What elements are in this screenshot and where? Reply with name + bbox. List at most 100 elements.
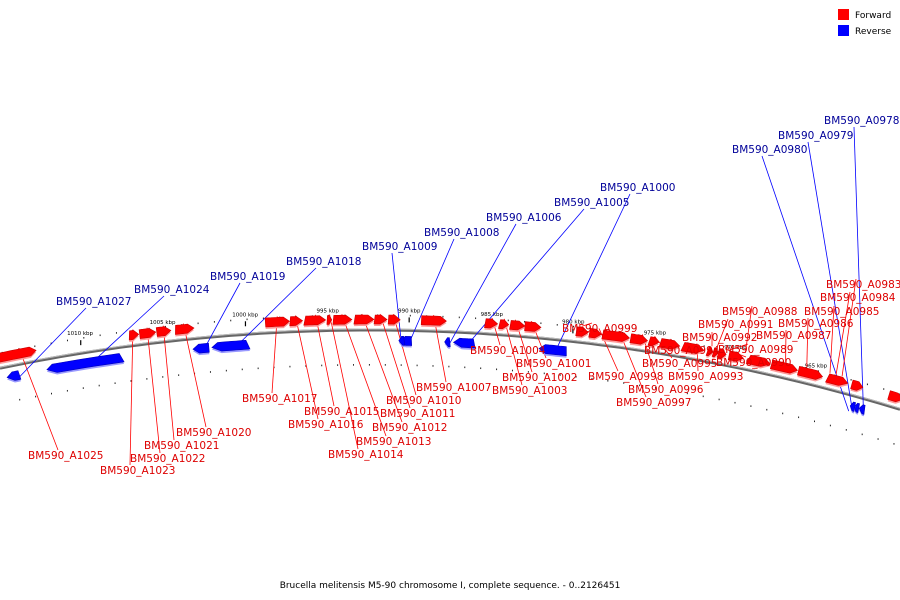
gene-arrow[interactable] — [588, 328, 602, 339]
scale-tick-label: 1000 kbp — [232, 312, 258, 318]
gene-arrow[interactable] — [211, 339, 251, 352]
gene-label[interactable]: BM590_A1020 — [176, 427, 251, 439]
gene-arrow[interactable] — [6, 370, 22, 381]
gene-label[interactable]: BM590_A1015 — [304, 406, 379, 418]
gene-label[interactable]: BM590_A0996 — [628, 384, 704, 396]
gene-arrow[interactable] — [647, 336, 660, 347]
gene-label[interactable]: BM590_A0979 — [778, 130, 853, 142]
gene-label[interactable]: BM590_A1013 — [356, 436, 431, 448]
gene-arrow[interactable] — [452, 337, 476, 349]
gene-label[interactable]: BM590_A0990 — [716, 357, 791, 369]
gene-label[interactable]: BM590_A1016 — [288, 419, 364, 431]
gene-label[interactable]: BM590_A0985 — [804, 306, 879, 318]
gene-arrow[interactable] — [128, 330, 140, 341]
gene-arrow[interactable] — [849, 401, 856, 412]
gene-label[interactable]: BM590_A1025 — [28, 450, 103, 462]
gene-arrow[interactable] — [745, 354, 771, 367]
gene-arrow[interactable] — [0, 346, 37, 364]
gene-label[interactable]: BM590_A1027 — [56, 296, 131, 308]
gene-label[interactable]: BM590_A1006 — [486, 212, 562, 224]
gene-arrow[interactable] — [825, 373, 849, 386]
gene-arrow[interactable] — [509, 320, 526, 331]
gene-arrow[interactable] — [629, 333, 649, 345]
gene-arrow[interactable] — [538, 344, 567, 357]
legend: Forward Reverse — [838, 9, 892, 37]
gene-label[interactable]: BM590_A0993 — [668, 371, 743, 383]
gene-arrow[interactable] — [387, 314, 401, 325]
gene-arrow[interactable] — [858, 404, 866, 415]
gene-label[interactable]: BM590_A1019 — [210, 271, 285, 283]
gene-arrow[interactable] — [175, 323, 195, 335]
gene-arrow[interactable] — [264, 316, 290, 328]
gene-arrow[interactable] — [887, 390, 900, 403]
gene-label[interactable]: BM590_A0978 — [824, 115, 899, 127]
gene-label[interactable]: BM590_A1002 — [502, 372, 577, 384]
gene-label[interactable]: BM590_A1004 — [470, 345, 546, 357]
gene-arrow[interactable] — [727, 350, 744, 362]
scale-tick-label: 975 kbp — [644, 330, 667, 336]
gene-label[interactable]: BM590_A0995 — [642, 358, 717, 370]
gene-label[interactable]: BM590_A1001 — [516, 358, 591, 370]
gene-label[interactable]: BM590_A0989 — [718, 344, 793, 356]
gene-label[interactable]: BM590_A1021 — [144, 440, 219, 452]
gene-arrow[interactable] — [138, 328, 157, 339]
gene-arrow[interactable] — [711, 347, 719, 358]
gene-label[interactable]: BM590_A1007 — [416, 382, 491, 394]
gene-label[interactable]: BM590_A1012 — [372, 422, 447, 434]
chromosome-backbone — [0, 328, 900, 411]
gene-arrow[interactable] — [398, 336, 406, 346]
gene-label[interactable]: BM590_A0999 — [562, 323, 637, 335]
legend-forward-swatch — [838, 9, 849, 20]
gene-label[interactable]: BM590_A1003 — [492, 385, 567, 397]
gene-label[interactable]: BM590_A1024 — [134, 284, 210, 296]
gene-arrow[interactable] — [444, 337, 451, 348]
gene-label[interactable]: BM590_A1005 — [554, 197, 629, 209]
gene-arrow[interactable] — [658, 338, 681, 350]
gene-arrow[interactable] — [303, 315, 327, 326]
gene-arrow[interactable] — [716, 348, 727, 359]
gene-arrow[interactable] — [420, 315, 447, 326]
gene-arrow[interactable] — [373, 314, 388, 325]
gene-label[interactable]: BM590_A1022 — [130, 453, 205, 465]
gene-arrow[interactable] — [289, 316, 304, 327]
gene-label[interactable]: BM590_A0997 — [616, 397, 691, 409]
gene-label[interactable]: BM590_A0994 — [644, 345, 720, 357]
gene-arrow[interactable] — [797, 365, 824, 380]
gene-label[interactable]: BM590_A0986 — [778, 318, 854, 330]
gene-arrow[interactable] — [601, 329, 631, 342]
gene-label[interactable]: BM590_A0983 — [826, 279, 900, 291]
gene-label[interactable]: BM590_A1023 — [100, 465, 175, 477]
gene-arrow[interactable] — [850, 379, 864, 391]
gene-arrow[interactable] — [192, 342, 210, 354]
gene-arrow[interactable] — [680, 342, 705, 354]
gene-label[interactable]: BM590_A0984 — [820, 292, 896, 304]
gene-label[interactable]: BM590_A0998 — [588, 371, 663, 383]
gene-labels: BM590_A0978 BM590_A0979 BM590_A0980 BM590_A… — [28, 115, 900, 477]
gene-arrow[interactable] — [705, 346, 714, 357]
gene-arrow[interactable] — [332, 314, 353, 325]
gene-arrow[interactable] — [524, 321, 542, 332]
gene-label[interactable]: BM590_A1011 — [380, 408, 455, 420]
gene-label[interactable]: BM590_A0988 — [722, 306, 797, 318]
gene-label[interactable]: BM590_A1000 — [600, 182, 675, 194]
gene-label[interactable]: BM590_A1009 — [362, 241, 437, 253]
gene-arrow[interactable] — [484, 318, 499, 329]
gene-label[interactable]: BM590_A1008 — [424, 227, 499, 239]
gene-arrow[interactable] — [353, 314, 375, 325]
gene-label[interactable]: BM590_A0992 — [682, 332, 757, 344]
gene-arrow[interactable] — [575, 326, 589, 337]
gene-arrow[interactable] — [769, 359, 799, 374]
gene-arrow[interactable] — [46, 353, 125, 373]
gene-features — [0, 314, 900, 417]
gene-label[interactable]: BM590_A0991 — [698, 319, 773, 331]
gene-label[interactable]: BM590_A1014 — [328, 449, 404, 461]
gene-arrow[interactable] — [155, 326, 172, 337]
gene-arrow[interactable] — [326, 315, 333, 325]
gene-label[interactable]: BM590_A0980 — [732, 144, 807, 156]
gene-label[interactable]: BM590_A1018 — [286, 256, 361, 268]
gene-label[interactable]: BM590_A1010 — [386, 395, 461, 407]
gene-arrow[interactable] — [498, 319, 510, 330]
gene-label[interactable]: BM590_A0987 — [756, 330, 831, 342]
gene-label[interactable]: BM590_A1017 — [242, 393, 317, 405]
